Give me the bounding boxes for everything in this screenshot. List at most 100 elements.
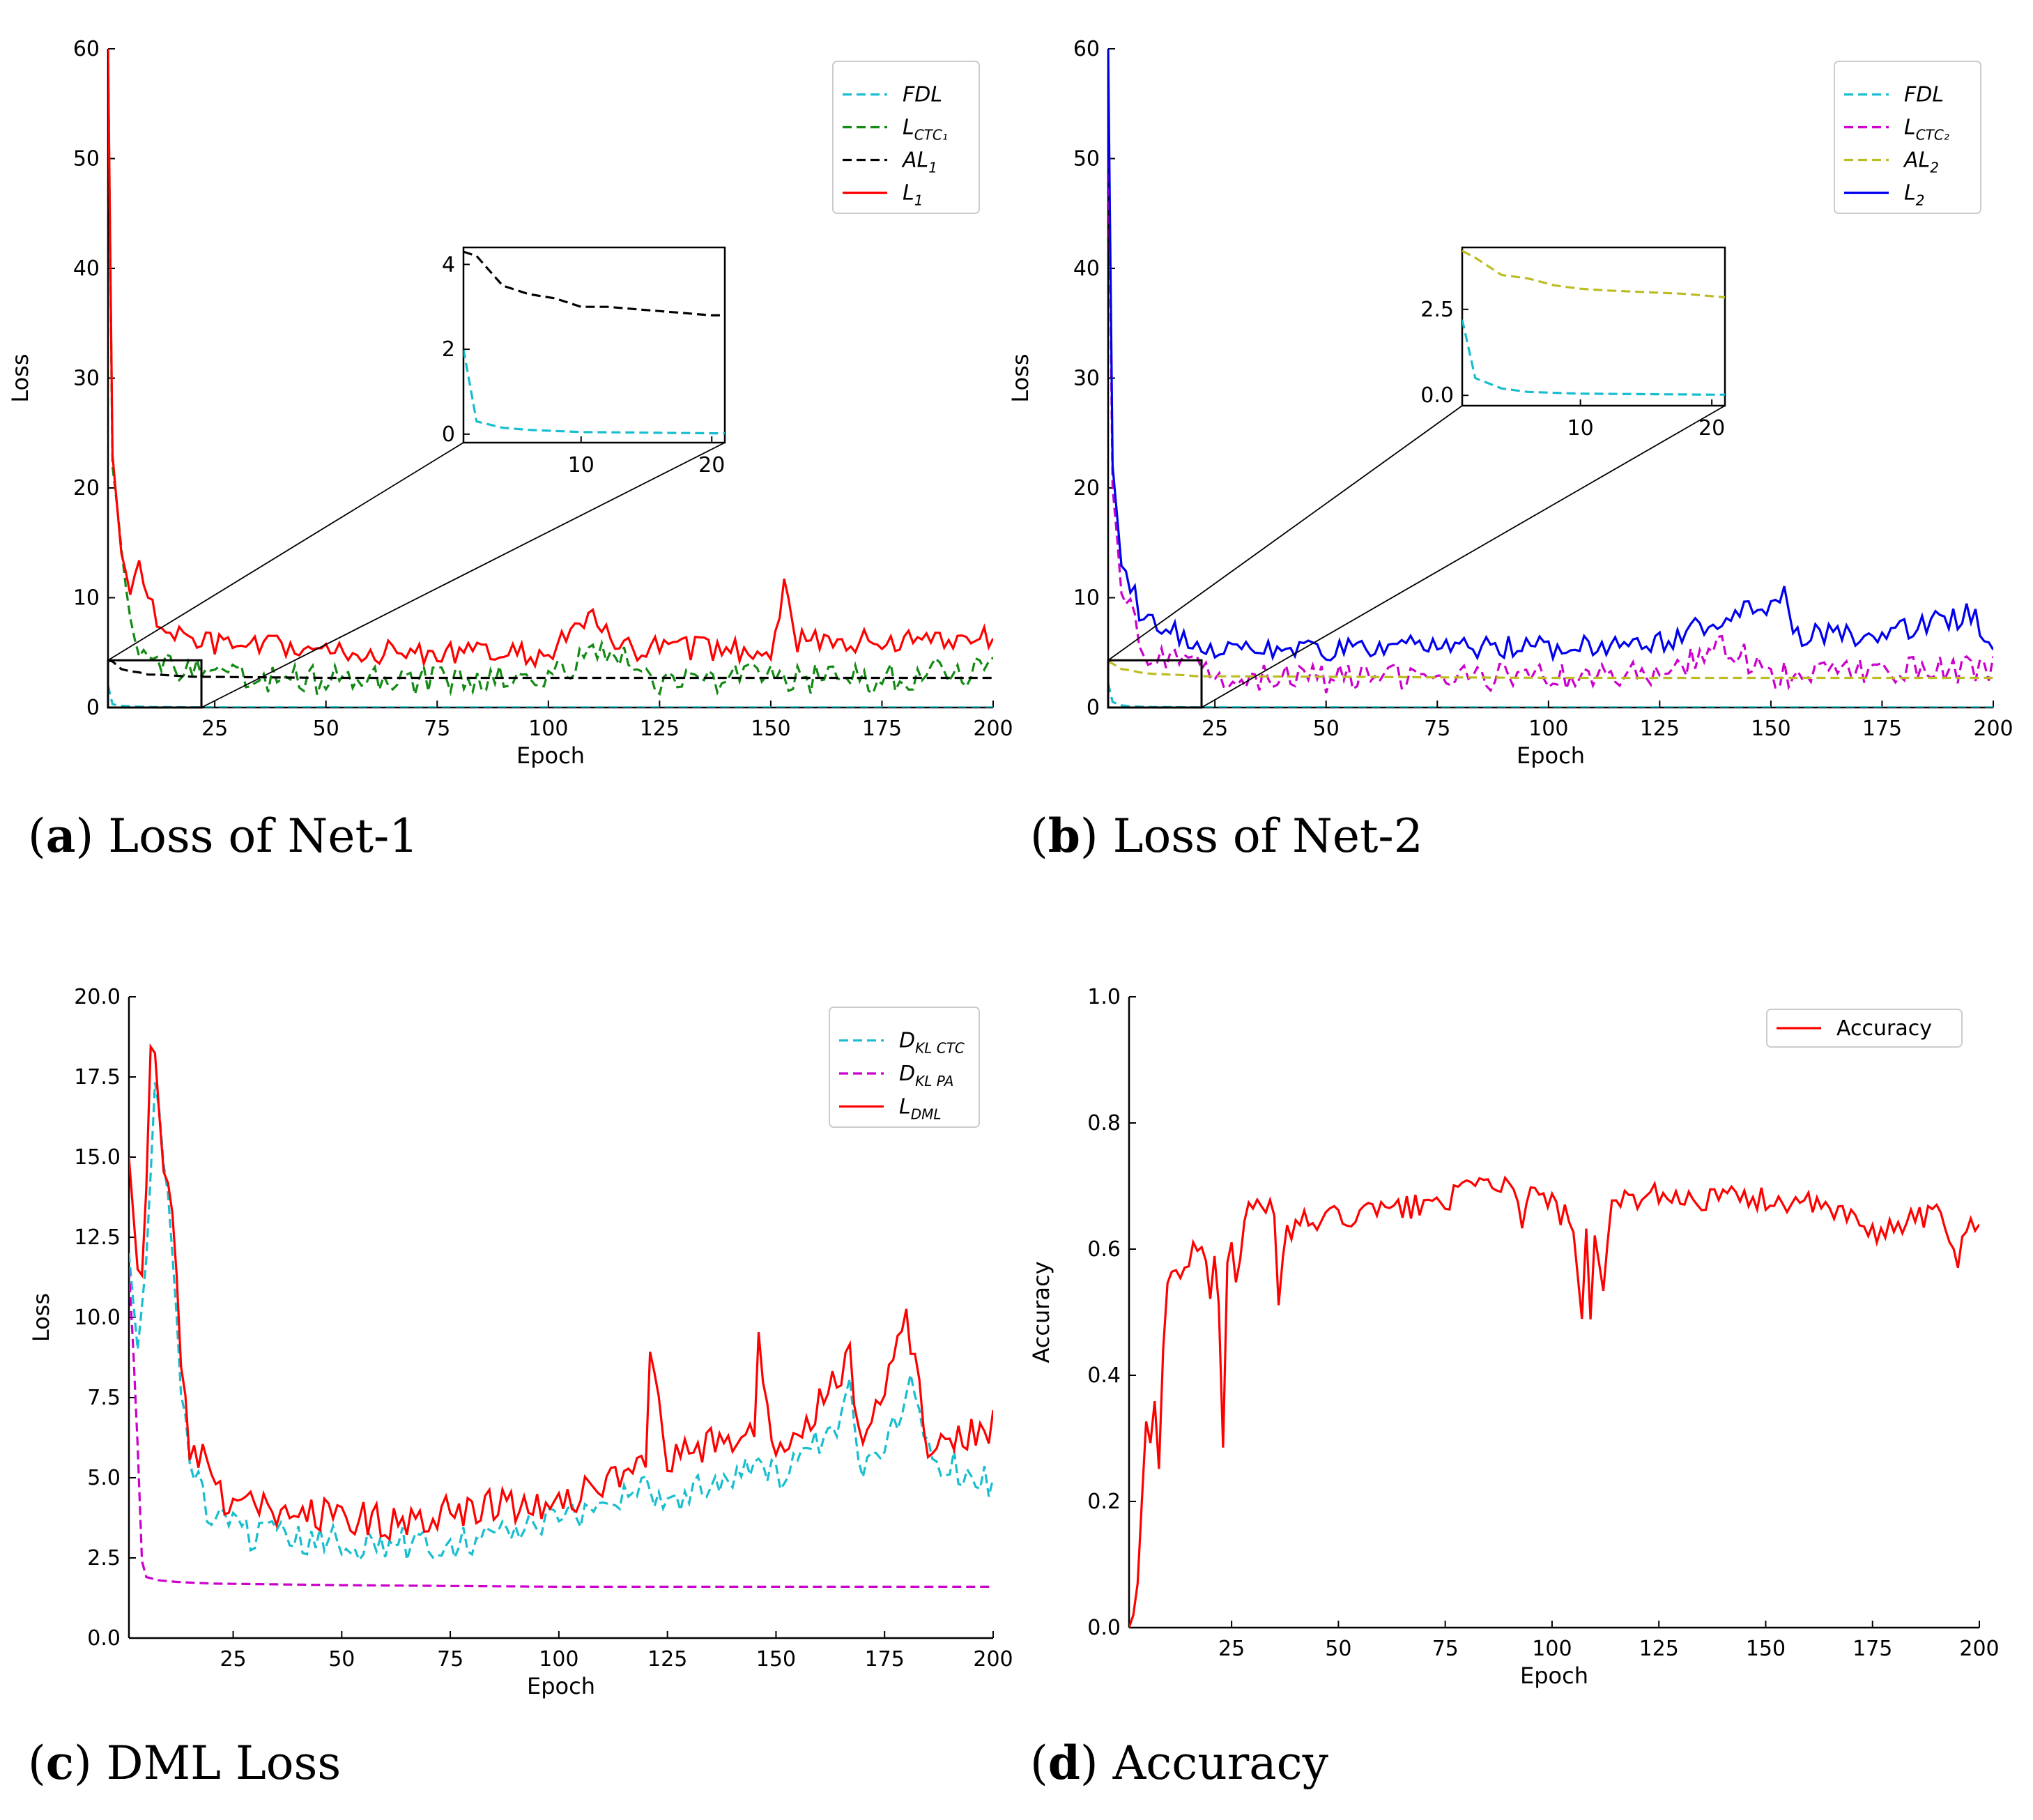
y-tick-label: 20.0: [74, 985, 121, 1009]
y-tick-label: 10: [1073, 586, 1100, 611]
zoom-region-box: [107, 659, 203, 709]
inset-y-tick-label: 2: [442, 337, 455, 362]
inset-y-tick-label: 4: [442, 252, 455, 277]
legend: FDL LCTC₁ AL1 L1: [832, 61, 980, 214]
legend-box: [832, 61, 980, 214]
y-tick-label: 0.6: [1087, 1237, 1121, 1262]
x-tick-label: 25: [220, 1647, 246, 1672]
y-tick-label: 50: [1073, 147, 1100, 171]
inset-x-tick-label: 20: [1698, 416, 1725, 441]
y-tick-label: 15.0: [74, 1145, 121, 1170]
caption-b: (b) Loss of Net-2: [1030, 809, 1423, 863]
x-tick-label: 150: [1751, 717, 1790, 741]
y-tick-label: 1.0: [1087, 985, 1121, 1009]
inset-y-tick-label: 0.0: [1420, 383, 1454, 408]
chart-c: 25 50 75 100 125 150 175 200 0.0 2.5 5.0 7.5 10.0 12.…: [28, 985, 1013, 1699]
series-line-L1: [108, 48, 993, 669]
y-axis-label: Loss: [1007, 353, 1034, 402]
y-tick-label: 0.2: [1087, 1490, 1121, 1514]
legend: DKL CTC DKL PA LDML: [829, 1007, 980, 1128]
x-tick-label: 50: [313, 717, 339, 741]
x-tick-label: 100: [1528, 717, 1568, 741]
y-tick-label: 60: [1073, 37, 1100, 61]
x-tick-label: 125: [1640, 717, 1680, 741]
x-axis-label: Epoch: [1520, 1662, 1588, 1689]
x-axis-label: Epoch: [527, 1673, 595, 1699]
caption-a: (a) Loss of Net-1: [28, 809, 419, 863]
x-tick-label: 75: [1432, 1637, 1459, 1661]
y-tick-label: 20: [73, 476, 100, 500]
series-line-L2: [1108, 48, 1993, 663]
x-tick-label: 75: [424, 717, 450, 741]
y-axis-label: Loss: [7, 353, 33, 402]
x-tick-label: 75: [437, 1647, 463, 1672]
y-tick-label: 20: [1073, 476, 1100, 500]
inset-y-tick-label: 2.5: [1420, 298, 1454, 322]
zoom-connector: [107, 442, 464, 662]
y-tick-label: 50: [73, 147, 100, 171]
legend-box: [829, 1007, 980, 1128]
inset-frame: [462, 246, 726, 444]
legend-box: [1834, 61, 1981, 214]
inset-x-tick-label: 10: [1567, 416, 1594, 441]
zoom-connector: [201, 442, 726, 708]
y-tick-label: 0.0: [1087, 1616, 1121, 1640]
y-axis-label: Accuracy: [1028, 1261, 1054, 1363]
x-tick-label: 175: [865, 1647, 905, 1672]
zoom-connector: [1107, 405, 1463, 662]
y-tick-label: 30: [1073, 367, 1100, 391]
x-tick-label: 150: [751, 717, 790, 741]
legend-label: DKL CTC: [899, 1029, 965, 1057]
x-tick-label: 25: [1218, 1637, 1245, 1661]
legend-label: LCTC₁: [903, 116, 948, 144]
inset-series-FDL: [463, 349, 725, 435]
x-tick-label: 125: [647, 1647, 687, 1672]
legend-box: [1766, 1009, 1963, 1048]
x-tick-label: 200: [1973, 717, 2013, 741]
legend-label: DKL PA: [899, 1062, 953, 1089]
y-tick-label: 0: [86, 696, 100, 720]
inset-y-tick-label: 0: [442, 422, 455, 447]
legend-label: L2: [1904, 181, 1924, 209]
y-tick-label: 17.5: [74, 1065, 121, 1089]
legend-label: L1: [903, 181, 923, 209]
y-tick-label: 60: [73, 37, 100, 61]
y-tick-label: 0.4: [1087, 1363, 1121, 1388]
x-tick-label: 175: [1862, 717, 1902, 741]
legend: Accuracy: [1766, 1009, 1963, 1048]
x-tick-label: 200: [1959, 1637, 1999, 1661]
x-tick-label: 25: [1202, 717, 1228, 741]
y-tick-label: 0.8: [1087, 1111, 1121, 1135]
legend-label: LCTC₂: [1904, 116, 1949, 144]
inset-series-AL1: [463, 250, 725, 316]
zoom-region-box: [1107, 659, 1203, 709]
inset-x-tick-label: 20: [698, 453, 725, 477]
series-line-FDL: [1108, 683, 1993, 708]
caption-c: (c) DML Loss: [28, 1736, 342, 1790]
legend-label: Accuracy: [1836, 1016, 1932, 1041]
y-tick-label: 40: [1073, 257, 1100, 281]
series-line-AL2: [1108, 660, 1993, 680]
x-tick-label: 100: [539, 1647, 578, 1672]
x-tick-label: 50: [1325, 1637, 1351, 1661]
y-tick-label: 10.0: [74, 1306, 121, 1330]
x-tick-label: 200: [973, 1647, 1013, 1672]
y-tick-label: 10: [73, 586, 100, 611]
x-tick-label: 175: [862, 717, 902, 741]
x-axis-label: Epoch: [1517, 742, 1585, 769]
caption-d: (d) Accuracy: [1030, 1736, 1328, 1790]
x-tick-label: 150: [1746, 1637, 1786, 1661]
y-tick-label: 30: [73, 367, 100, 391]
x-tick-label: 100: [528, 717, 568, 741]
legend-label: FDL: [903, 83, 942, 107]
series-line-AL1: [108, 659, 993, 680]
y-axis-label: Loss: [28, 1293, 54, 1342]
x-tick-label: 25: [201, 717, 228, 741]
x-axis-label: Epoch: [516, 742, 585, 769]
y-tick-label: 12.5: [74, 1225, 121, 1250]
x-tick-label: 200: [973, 717, 1013, 741]
inset-x-tick-label: 10: [568, 453, 594, 477]
x-tick-label: 50: [328, 1647, 355, 1672]
series-line-L_CTC2: [1108, 103, 1993, 694]
